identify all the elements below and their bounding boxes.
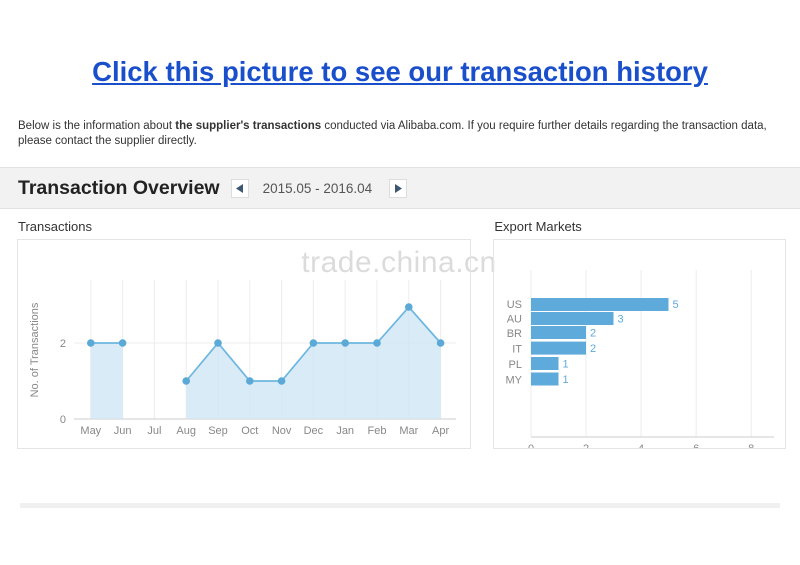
svg-text:8: 8 (749, 443, 755, 449)
svg-text:May: May (80, 425, 101, 437)
svg-text:2: 2 (60, 338, 66, 350)
svg-text:Feb: Feb (368, 425, 387, 437)
svg-text:6: 6 (694, 443, 700, 449)
svg-text:Aug: Aug (176, 425, 196, 437)
svg-text:0: 0 (528, 443, 534, 449)
svg-text:Mar: Mar (399, 425, 418, 437)
svg-text:BR: BR (507, 328, 522, 340)
svg-text:5: 5 (673, 299, 679, 311)
svg-text:Apr: Apr (432, 425, 449, 437)
svg-text:Jul: Jul (147, 425, 161, 437)
svg-text:IT: IT (513, 344, 523, 356)
svg-text:2: 2 (590, 328, 596, 340)
svg-text:PL: PL (509, 359, 522, 371)
svg-text:3: 3 (618, 314, 624, 326)
svg-text:Dec: Dec (304, 425, 324, 437)
svg-text:AU: AU (507, 314, 522, 326)
svg-text:2: 2 (583, 443, 589, 449)
svg-text:MY: MY (506, 375, 523, 387)
svg-text:Nov: Nov (272, 425, 292, 437)
svg-text:4: 4 (638, 443, 644, 449)
svg-text:1: 1 (563, 359, 569, 371)
svg-text:0: 0 (60, 414, 66, 426)
svg-text:Jan: Jan (336, 425, 354, 437)
svg-text:1: 1 (563, 374, 569, 386)
svg-text:Jun: Jun (114, 425, 132, 437)
svg-text:Oct: Oct (241, 425, 258, 437)
svg-text:US: US (507, 299, 522, 311)
svg-text:2: 2 (590, 343, 596, 355)
svg-text:No. of Transactions: No. of Transactions (29, 302, 41, 397)
svg-text:Sep: Sep (208, 425, 228, 437)
